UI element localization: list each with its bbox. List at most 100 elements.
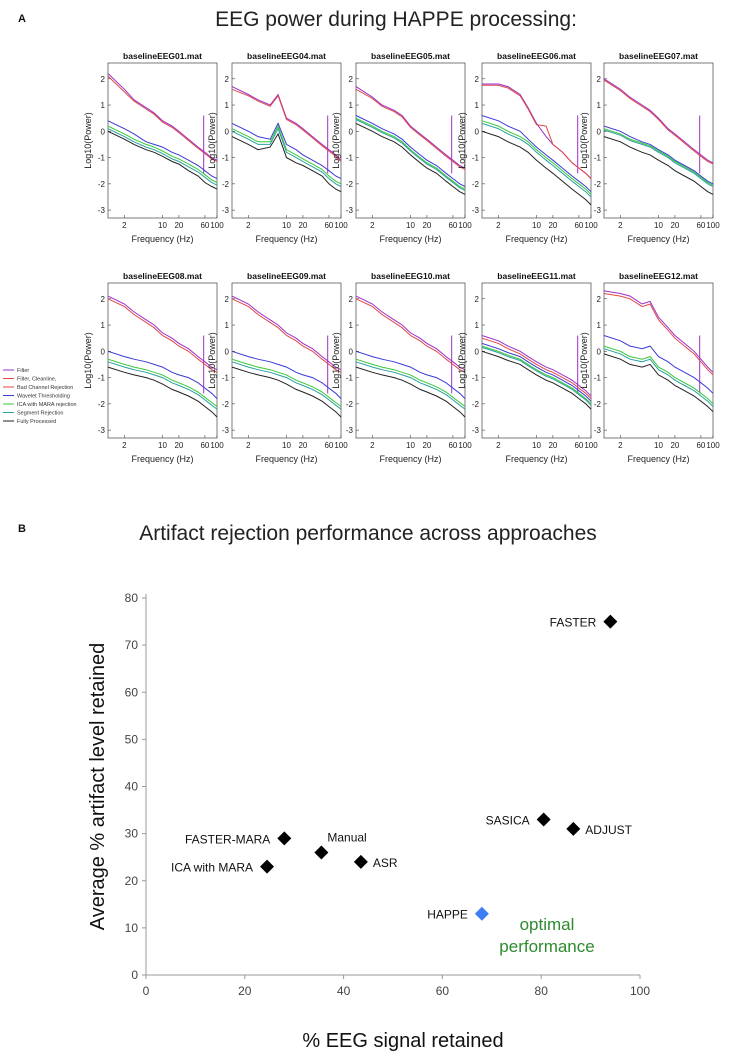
x-axis-label: Frequency (Hz) [131,454,193,464]
psd-series-line [107,120,218,180]
x-tick-label: 2 [246,221,251,230]
y-tick-label: 0 [349,347,354,356]
legend-item: Fully Processed [3,419,56,425]
x-tick-label: 2 [122,441,127,450]
y-tick-label: -3 [594,206,602,215]
psd-panel: baselineEEG01.mat -3 -2 -1 0 1 2 2 10 20 60 100 Freq… [83,51,224,244]
psd-series-line [107,361,218,410]
psd-series-line [231,132,342,193]
y-tick-label: 2 [225,75,230,84]
legend-label: Wavelet Thresholding [17,394,70,400]
psd-series-line [603,78,714,164]
y-tick-label: 1 [475,101,480,110]
y-axis-label: Log10(Power) [83,332,93,389]
panel-b-label: B [18,523,26,535]
psd-series-line [603,335,714,394]
diamond-marker [603,614,618,629]
psd-series-line [231,127,342,187]
y-tick-label: -1 [98,374,106,383]
psd-series-line [231,88,342,162]
y-tick-label: -1 [222,374,230,383]
scatter-x-tick-label: 60 [436,984,450,998]
psd-series-line [603,353,714,413]
psd-series-line [107,128,218,186]
point-label: Manual [327,830,366,844]
y-tick-label: 1 [349,321,354,330]
legend-label: ICA with MARA rejection [17,402,77,408]
psd-axes-frame [107,62,218,219]
psd-series-line [481,350,592,410]
y-tick-label: 2 [597,295,602,304]
psd-panel-title: baselineEEG04.mat [247,51,326,61]
optimal-annotation-line1: optimal [520,915,575,934]
psd-series-line [481,130,592,206]
y-tick-label: -1 [98,154,106,163]
point-label: ICA with MARA [171,861,253,875]
psd-series-line [231,122,342,180]
y-axis-label: Log10(Power) [83,112,93,169]
x-tick-label: 2 [370,221,375,230]
scatter-point: ICA with MARA [171,859,275,875]
x-tick-label: 20 [174,441,183,450]
psd-series-line [107,298,218,373]
y-tick-label: -3 [222,206,230,215]
psd-series-line [107,350,218,399]
psd-series-line [355,119,466,191]
y-tick-label: -1 [346,374,354,383]
y-tick-label: 0 [225,347,230,356]
psd-legend: Filter Filter, Cleanline, Bad Channel Reje… [3,368,77,425]
scatter-point: SASICA [486,812,551,827]
y-tick-label: 1 [475,321,480,330]
psd-series-line [107,295,218,371]
x-tick-label: 10 [654,221,663,230]
x-tick-label: 60 [574,221,583,230]
scatter-point: HAPPE [427,906,489,922]
psd-series-line [107,75,218,162]
y-tick-label: 1 [597,101,602,110]
y-tick-label: 1 [225,321,230,330]
legend-item: Segment Rejection [3,411,63,417]
y-tick-label: 2 [349,75,354,84]
psd-series-line [481,335,592,397]
x-tick-label: 20 [548,221,557,230]
psd-series-line [355,122,466,195]
psd-series-line [603,128,714,186]
x-tick-label: 2 [122,221,127,230]
y-tick-label: -3 [98,206,106,215]
x-tick-label: 100 [706,221,720,230]
x-axis-label: Frequency (Hz) [505,454,567,464]
x-tick-label: 100 [458,221,472,230]
diamond-marker [536,812,551,827]
psd-series-line [355,86,466,169]
optimal-annotation-line2: performance [499,937,594,956]
y-axis-label: Log10(Power) [331,332,341,389]
psd-series-line [355,366,466,418]
y-tick-label: 2 [597,75,602,84]
y-tick-label: 1 [225,101,230,110]
panel-a-title: EEG power during HAPPE processing: [215,8,577,31]
psd-series-line [481,115,592,193]
y-tick-label: 2 [349,295,354,304]
scatter-x-tick-label: 80 [535,984,549,998]
y-tick-label: -3 [472,426,480,435]
legend-item: Filter [3,368,29,374]
scatter-y-tick-label: 40 [125,780,139,794]
y-axis-label: Log10(Power) [457,332,467,389]
psd-series-line [355,298,466,373]
y-tick-label: -1 [472,374,480,383]
x-tick-label: 60 [448,441,457,450]
diamond-marker [353,854,368,869]
psd-series-line [481,122,592,198]
y-tick-label: -2 [594,180,602,189]
psd-series-line [481,342,592,402]
y-tick-label: -3 [594,426,602,435]
legend-item: Filter, Cleanline, [3,377,57,383]
diamond-marker [260,859,275,874]
psd-series-line [107,73,218,161]
scatter-y-tick-label: 60 [125,685,139,699]
psd-series-line [355,117,466,190]
scatter-y-tick-label: 20 [125,874,139,888]
psd-panel-title: baselineEEG08.mat [123,271,202,281]
psd-series-line [107,130,218,190]
